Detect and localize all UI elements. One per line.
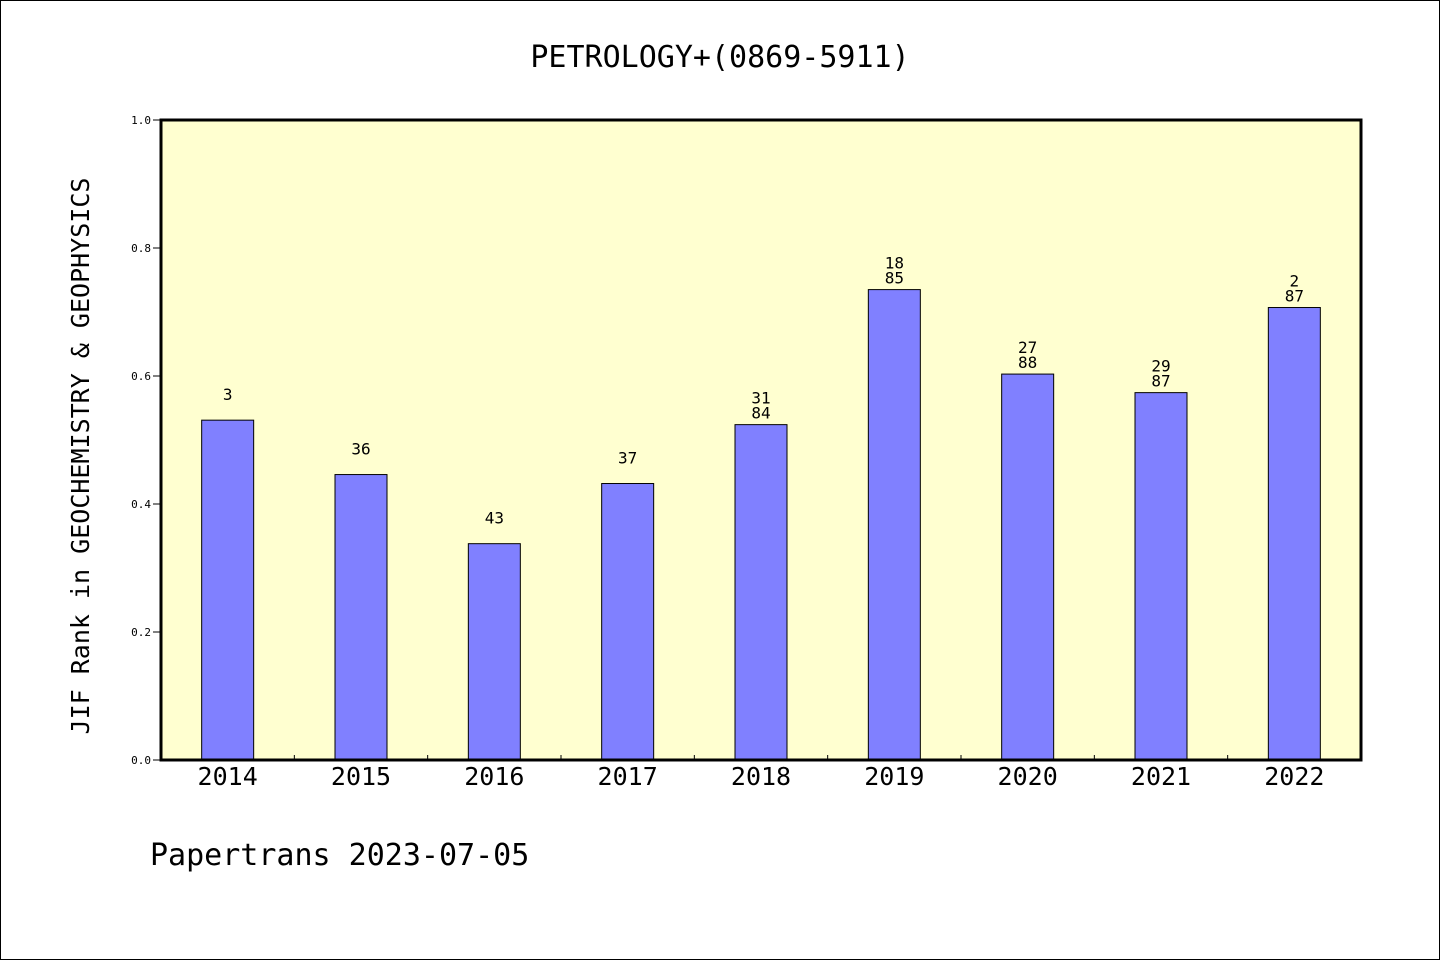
bar-label-2017-0: 37: [618, 449, 637, 468]
bar-label-2016-0: 43: [485, 509, 504, 528]
bar-2017: [601, 483, 655, 761]
bar-label-2014-0: 3: [223, 385, 233, 404]
bar-2022: [1267, 307, 1321, 761]
footer-text: Papertrans 2023-07-05: [150, 838, 529, 873]
bar-label-2020-0: 27: [1018, 338, 1037, 357]
bar-2019: [867, 289, 921, 761]
bar-label-2015-0: 36: [351, 440, 370, 459]
x-tick-label-2022: 2022: [1264, 762, 1324, 791]
x-tick-label-2018: 2018: [731, 762, 791, 791]
bar-label-2021-0: 29: [1151, 357, 1170, 376]
y-tick-label: 0.6: [131, 370, 151, 383]
plot-border: [159, 118, 1363, 762]
x-tick-label-2019: 2019: [864, 762, 924, 791]
bar-2015: [334, 474, 388, 761]
chart-title: PETROLOGY+(0869-5911): [530, 40, 909, 75]
bar-2016: [467, 543, 521, 761]
bar-2021: [1134, 392, 1188, 761]
x-tick-label-2017: 2017: [598, 762, 658, 791]
bar-label-2019-0: 18: [885, 254, 904, 273]
y-tick-label: 0.0: [131, 754, 151, 767]
x-ticks-layer: 2014 2015 2016 2017 2018 2019 2020 2021 2022: [198, 755, 1324, 791]
bar-label-2022-0: 2: [1290, 272, 1300, 291]
y-ticks-layer: 0.0 0.2 0.4 0.6 0.8 1.0: [131, 114, 161, 767]
x-tick-label-2014: 2014: [198, 762, 258, 791]
y-tick-label: 0.2: [131, 626, 151, 639]
bar-label-2018-1: 84: [751, 404, 770, 423]
y-tick-label: 1.0: [131, 114, 151, 127]
bars-layer: [201, 289, 1321, 761]
x-tick-label-2020: 2020: [998, 762, 1058, 791]
y-axis-label: JIF Rank in GEOCHEMISTRY & GEOPHYSICS: [66, 178, 95, 735]
y-tick-label: 0.4: [131, 498, 151, 511]
bar-label-2021-1: 87: [1151, 372, 1170, 391]
x-tick-label-2015: 2015: [331, 762, 391, 791]
bar-label-2018-0: 31: [751, 389, 770, 408]
x-tick-label-2016: 2016: [464, 762, 524, 791]
x-tick-label-2021: 2021: [1131, 762, 1191, 791]
bar-label-2020-1: 88: [1018, 353, 1037, 372]
bar-2018: [734, 424, 788, 761]
bar-2014: [201, 419, 255, 761]
bar-label-2022-1: 87: [1285, 287, 1304, 306]
y-tick-label: 0.8: [131, 242, 151, 255]
bar-label-2019-1: 85: [885, 269, 904, 288]
bar-2020: [1001, 373, 1055, 761]
